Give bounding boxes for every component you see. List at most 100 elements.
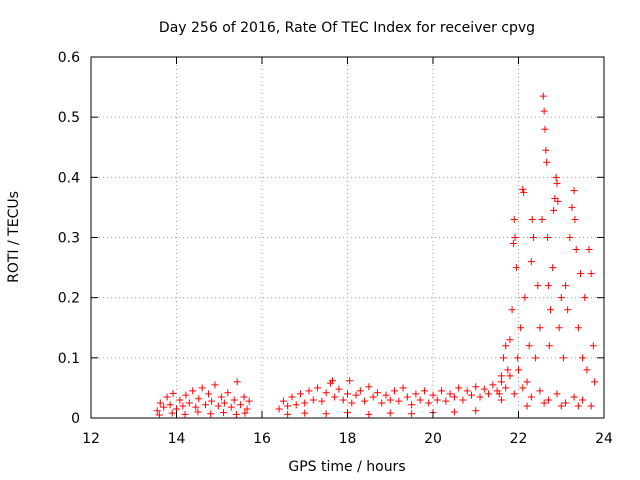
data-point <box>403 393 411 401</box>
data-point <box>566 234 574 241</box>
data-point <box>192 403 200 411</box>
data-point <box>227 403 235 411</box>
data-point <box>279 397 287 405</box>
data-point <box>314 384 322 392</box>
data-point <box>467 391 475 399</box>
data-point <box>519 384 527 392</box>
data-point <box>502 342 510 350</box>
data-point <box>541 125 549 133</box>
data-point <box>463 387 471 395</box>
data-point <box>506 372 514 380</box>
data-point <box>579 396 587 404</box>
data-point <box>163 393 171 401</box>
data-point <box>510 390 518 398</box>
data-point <box>534 282 542 290</box>
data-point <box>539 92 547 100</box>
data-point <box>557 402 565 410</box>
y-tick-label: 0.4 <box>58 170 80 186</box>
data-point <box>433 396 441 404</box>
data-point <box>589 342 597 350</box>
data-point <box>532 354 540 362</box>
data-point <box>438 387 446 395</box>
data-point <box>408 401 416 409</box>
data-point <box>511 234 519 241</box>
data-point <box>579 354 587 362</box>
data-point <box>506 336 514 344</box>
data-point <box>378 399 386 407</box>
data-point <box>160 403 168 411</box>
x-tick-label: 20 <box>424 431 442 447</box>
data-point <box>489 381 497 389</box>
data-point <box>523 378 531 386</box>
data-point <box>322 389 330 397</box>
data-point <box>189 387 197 395</box>
x-tick-label: 22 <box>510 431 528 447</box>
data-point <box>182 391 190 399</box>
data-point <box>497 378 505 386</box>
data-point <box>485 390 493 398</box>
data-point <box>540 107 548 115</box>
data-point <box>497 372 505 380</box>
data-point <box>515 366 522 374</box>
data-point <box>386 396 394 404</box>
data-point <box>553 179 561 187</box>
data-point <box>155 411 163 419</box>
data-point <box>356 387 364 395</box>
x-tick-labels: 12 14 16 18 20 22 24 <box>82 431 613 447</box>
data-point <box>536 324 544 332</box>
data-point <box>344 390 351 398</box>
data-point <box>198 384 206 392</box>
data-point <box>500 354 508 362</box>
data-point <box>502 384 510 392</box>
data-point <box>373 389 381 397</box>
data-point <box>587 402 595 410</box>
data-point <box>230 396 238 404</box>
data-point <box>169 389 177 397</box>
data-point <box>166 401 174 409</box>
data-point <box>194 408 202 416</box>
data-point <box>168 409 176 417</box>
data-point <box>288 393 296 401</box>
y-tick-label: 0.5 <box>58 110 80 126</box>
data-point <box>301 399 309 407</box>
data-point <box>529 234 537 241</box>
data-point <box>176 396 184 404</box>
data-point <box>574 402 582 410</box>
data-point <box>510 215 518 223</box>
data-point <box>284 402 292 410</box>
x-tick-label: 16 <box>253 431 271 447</box>
chart-title: Day 256 of 2016, Rate Of TEC Index for r… <box>159 20 535 36</box>
data-point <box>450 408 458 416</box>
data-point <box>508 306 516 314</box>
data-point <box>408 410 416 418</box>
data-point <box>329 377 337 385</box>
data-point <box>365 410 373 418</box>
data-point <box>570 393 578 401</box>
data-point <box>509 240 517 248</box>
data-point <box>574 324 582 332</box>
data-point <box>179 402 187 410</box>
y-axis-label: ROTI / TECUs <box>6 191 22 283</box>
data-point <box>542 146 550 154</box>
data-point <box>309 396 317 404</box>
data-point <box>591 378 599 386</box>
data-point <box>543 158 551 166</box>
data-point <box>245 397 253 405</box>
x-axis-label: GPS time / hours <box>288 459 405 475</box>
data-point <box>153 407 161 415</box>
data-point <box>480 385 488 393</box>
data-point <box>181 410 189 418</box>
x-tick-label: 14 <box>168 431 186 447</box>
data-point <box>495 390 503 398</box>
data-point <box>552 173 560 181</box>
data-point <box>339 396 347 404</box>
data-point <box>318 397 326 405</box>
data-point <box>517 324 525 332</box>
data-point <box>521 294 529 302</box>
data-point <box>450 393 458 401</box>
data-point <box>520 188 528 196</box>
data-point <box>420 387 428 395</box>
data-point <box>544 396 552 404</box>
data-point <box>540 399 548 407</box>
